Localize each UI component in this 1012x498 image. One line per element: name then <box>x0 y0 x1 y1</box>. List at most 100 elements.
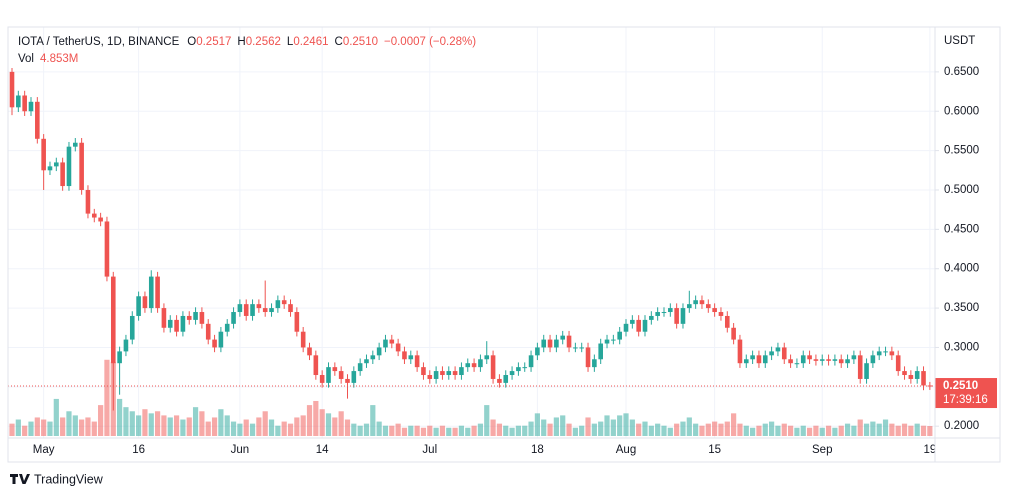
volume-bar <box>724 421 730 436</box>
price-tag <box>935 378 997 409</box>
volume-bar <box>173 415 180 436</box>
volume-bar <box>629 419 635 436</box>
volume-legend: Vol 4.853M <box>18 53 78 65</box>
volume-bar <box>60 417 66 436</box>
symbol: IOTA / TetherUS, 1D, BINANCE <box>18 36 180 48</box>
volume-bar <box>465 427 471 436</box>
volume-bar <box>218 409 224 436</box>
volume-bar <box>9 423 15 436</box>
volume-bar <box>256 417 262 436</box>
volume-bar <box>566 423 572 436</box>
candle-body <box>857 355 863 379</box>
volume-bar <box>503 425 509 436</box>
y-tick-label: 0.5500 <box>944 145 979 157</box>
candle-body <box>503 375 509 383</box>
legend-key: L <box>287 36 294 48</box>
candle-body <box>237 304 243 313</box>
candle-body <box>155 276 160 309</box>
logo-icon <box>10 474 30 484</box>
candle-body <box>541 339 547 348</box>
volume-bar <box>91 421 97 436</box>
candle-body <box>921 371 926 386</box>
volume-bar <box>610 419 616 436</box>
volume-bar <box>806 427 813 436</box>
candle-body <box>762 355 768 364</box>
volume-bar <box>325 413 332 436</box>
volume-bar <box>389 425 395 436</box>
volume-bar <box>534 413 540 436</box>
y-tick-label: 0.4000 <box>944 263 979 275</box>
volume-bar <box>370 405 376 436</box>
candle-body <box>205 323 211 340</box>
candle-body <box>180 315 186 332</box>
candle-body <box>22 95 27 112</box>
price-tag-countdown: 17:39:16 <box>943 394 988 406</box>
candle-body <box>79 142 84 190</box>
candle-body <box>516 367 521 372</box>
volume-bar <box>363 423 370 436</box>
candle-body <box>307 347 312 356</box>
y-tick-label: 0.6500 <box>944 66 979 78</box>
volume-bar <box>661 425 667 436</box>
legend-header: IOTA / TetherUS, 1D, BINANCE O0.2517 H0.25… <box>18 36 476 48</box>
volume-bar <box>541 419 547 436</box>
volume-bar <box>237 423 243 436</box>
candle-body <box>560 335 566 340</box>
candle-body <box>724 315 730 328</box>
legend-key: H <box>237 36 245 48</box>
candle-body <box>85 189 91 214</box>
volume-bar <box>287 423 294 436</box>
candle-body <box>528 355 534 368</box>
candle-body <box>73 142 78 147</box>
candle-body <box>535 347 540 356</box>
candle-body <box>655 312 660 316</box>
candle-body <box>262 308 268 313</box>
brand: TradingView <box>34 472 104 486</box>
volume-bar <box>522 425 528 436</box>
unit-label: USDT <box>944 35 975 47</box>
frame <box>7 26 1001 463</box>
candle-body <box>364 359 369 364</box>
y-tick-label: 0.3000 <box>944 341 979 353</box>
candle-body <box>794 363 800 365</box>
candle-body <box>389 339 395 344</box>
volume-bar <box>895 425 901 436</box>
candle-body <box>300 331 306 348</box>
volume-bar <box>230 421 237 436</box>
candle-body <box>28 101 34 112</box>
candle-body <box>440 371 445 376</box>
candle-body <box>193 312 198 320</box>
candle-body <box>446 371 452 376</box>
volume-bar <box>414 425 420 436</box>
candle-body <box>743 359 749 364</box>
volume-bar <box>705 423 711 436</box>
volume-bar <box>680 421 686 436</box>
candle-body <box>41 138 46 171</box>
candle-body <box>895 355 901 372</box>
volume-bar <box>332 417 338 436</box>
candle-body <box>275 300 281 309</box>
volume-bar <box>395 423 401 436</box>
legend-value: 0.2510 <box>343 36 378 48</box>
candle-body <box>750 355 755 360</box>
candle-body <box>414 355 420 368</box>
x-tick-label: May <box>33 444 55 456</box>
volume-bar <box>458 425 465 436</box>
volume-bar <box>85 417 91 436</box>
volume-bar <box>427 425 433 436</box>
volume-bar <box>591 423 597 436</box>
volume-bar <box>623 413 629 436</box>
volume-bar <box>439 425 446 436</box>
volume-bar <box>338 411 344 436</box>
volume-bar <box>769 421 775 436</box>
candle-body <box>592 359 597 368</box>
candle-body <box>883 351 888 353</box>
y-tick-label: 0.6000 <box>944 105 979 117</box>
candle-body <box>250 304 255 316</box>
volume-bar <box>484 405 490 436</box>
candle-body <box>889 351 895 356</box>
candle-body <box>319 375 325 383</box>
candle-body <box>294 312 300 332</box>
volume-bar <box>249 423 256 436</box>
volume-bar <box>712 421 718 436</box>
